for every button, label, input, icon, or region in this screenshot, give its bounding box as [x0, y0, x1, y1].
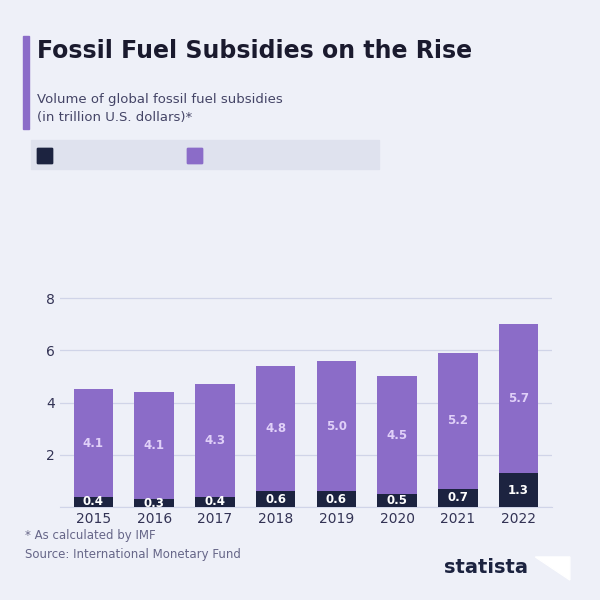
- Bar: [438, 489, 478, 507]
- Text: 0.4: 0.4: [83, 495, 104, 508]
- Text: 4.1: 4.1: [143, 439, 164, 452]
- Bar: [195, 384, 235, 497]
- Bar: [499, 473, 538, 507]
- Bar: [74, 389, 113, 497]
- Text: 4.8: 4.8: [265, 422, 286, 435]
- Text: * As calculated by IMF
Source: International Monetary Fund: * As calculated by IMF Source: Internati…: [25, 529, 241, 561]
- Text: 1.3: 1.3: [508, 484, 529, 497]
- Text: 5.2: 5.2: [448, 415, 469, 427]
- Bar: [438, 353, 478, 489]
- Bar: [499, 324, 538, 473]
- Text: statista: statista: [444, 558, 528, 577]
- Bar: [377, 376, 417, 494]
- Bar: [134, 392, 174, 499]
- Polygon shape: [535, 557, 570, 580]
- Text: 4.5: 4.5: [386, 428, 407, 442]
- Bar: [256, 366, 295, 491]
- Text: 0.4: 0.4: [205, 495, 226, 508]
- Bar: [256, 491, 295, 507]
- Bar: [317, 361, 356, 491]
- Text: 0.5: 0.5: [386, 494, 407, 507]
- Text: Direct subsidies: Direct subsidies: [57, 148, 167, 162]
- Bar: [195, 497, 235, 507]
- Bar: [74, 497, 113, 507]
- Text: 0.6: 0.6: [326, 493, 347, 506]
- Text: 0.7: 0.7: [448, 491, 468, 505]
- Text: 5.7: 5.7: [508, 392, 529, 405]
- Text: 0.3: 0.3: [144, 497, 164, 509]
- Text: Fossil Fuel Subsidies on the Rise: Fossil Fuel Subsidies on the Rise: [37, 39, 472, 63]
- Bar: [134, 499, 174, 507]
- Text: Volume of global fossil fuel subsidies
(in trillion U.S. dollars)*: Volume of global fossil fuel subsidies (…: [37, 93, 283, 124]
- Bar: [317, 491, 356, 507]
- Text: Indirect subsidies: Indirect subsidies: [207, 148, 328, 162]
- Text: 4.1: 4.1: [83, 437, 104, 449]
- Text: 4.3: 4.3: [205, 434, 226, 447]
- Bar: [377, 494, 417, 507]
- Text: 0.6: 0.6: [265, 493, 286, 506]
- Text: 5.0: 5.0: [326, 419, 347, 433]
